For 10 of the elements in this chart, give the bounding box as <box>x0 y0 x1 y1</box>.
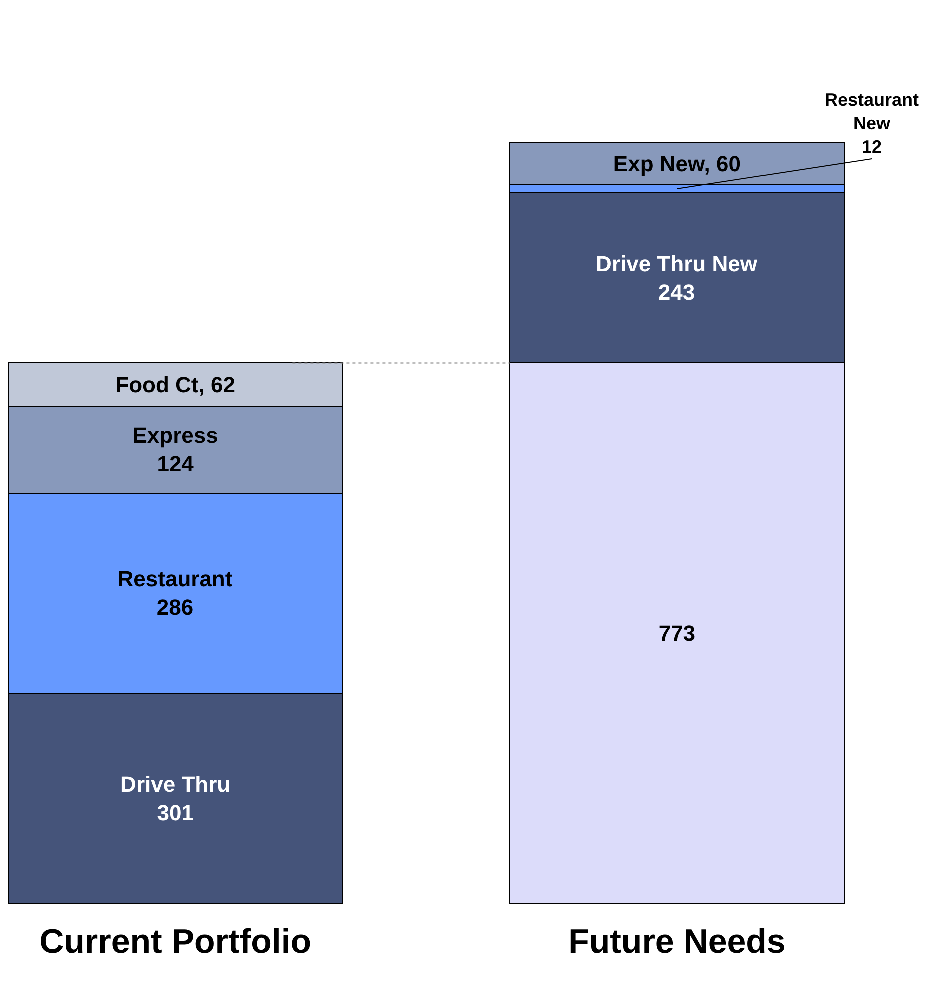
x-tick-label: Future Needs <box>568 923 786 961</box>
data-label: Restaurant 286 <box>118 566 234 620</box>
data-label: Express 124 <box>132 423 218 477</box>
data-label: Drive Thru New 243 <box>596 251 758 305</box>
data-label: Exp New, 60 <box>613 151 741 176</box>
data-label: Food Ct, 62 <box>116 372 236 398</box>
x-tick-label: Current Portfolio <box>40 923 312 961</box>
data-label: 773 <box>658 621 696 646</box>
data-label: Drive Thru 301 <box>120 772 231 826</box>
annotation: Restaurant New 12 <box>825 90 920 157</box>
